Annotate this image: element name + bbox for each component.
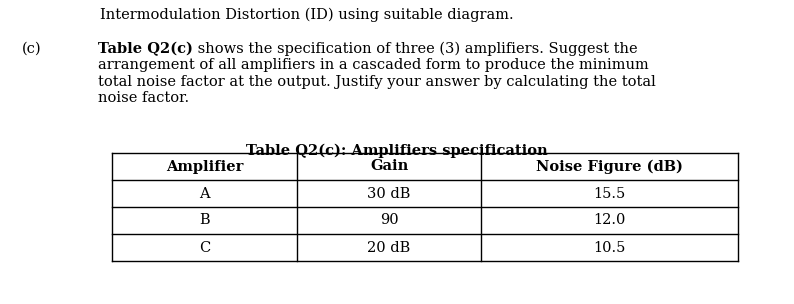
Text: 12.0: 12.0: [593, 213, 626, 227]
Text: C: C: [198, 240, 210, 254]
Text: 15.5: 15.5: [594, 186, 626, 201]
Text: Table Q2(c): Table Q2(c): [98, 42, 193, 56]
Text: (c): (c): [22, 42, 41, 56]
Text: arrangement of all amplifiers in a cascaded form to produce the minimum: arrangement of all amplifiers in a casca…: [98, 58, 649, 72]
Text: 10.5: 10.5: [593, 240, 626, 254]
Text: Table Q2(c): Amplifiers specification: Table Q2(c): Amplifiers specification: [246, 144, 548, 158]
Text: noise factor.: noise factor.: [98, 92, 189, 105]
Text: A: A: [199, 186, 210, 201]
Text: 30 dB: 30 dB: [368, 186, 410, 201]
Text: Noise Figure (dB): Noise Figure (dB): [536, 159, 683, 174]
Text: 90: 90: [380, 213, 399, 227]
Text: Intermodulation Distortion (ID) using suitable diagram.: Intermodulation Distortion (ID) using su…: [100, 8, 514, 22]
Text: B: B: [199, 213, 210, 227]
Text: Gain: Gain: [370, 160, 408, 174]
Text: shows the specification of three (3) amplifiers. Suggest the: shows the specification of three (3) amp…: [193, 42, 638, 56]
Text: Amplifier: Amplifier: [166, 160, 243, 174]
Text: total noise factor at the output. Justify your answer by calculating the total: total noise factor at the output. Justif…: [98, 75, 656, 89]
Text: 20 dB: 20 dB: [368, 240, 410, 254]
